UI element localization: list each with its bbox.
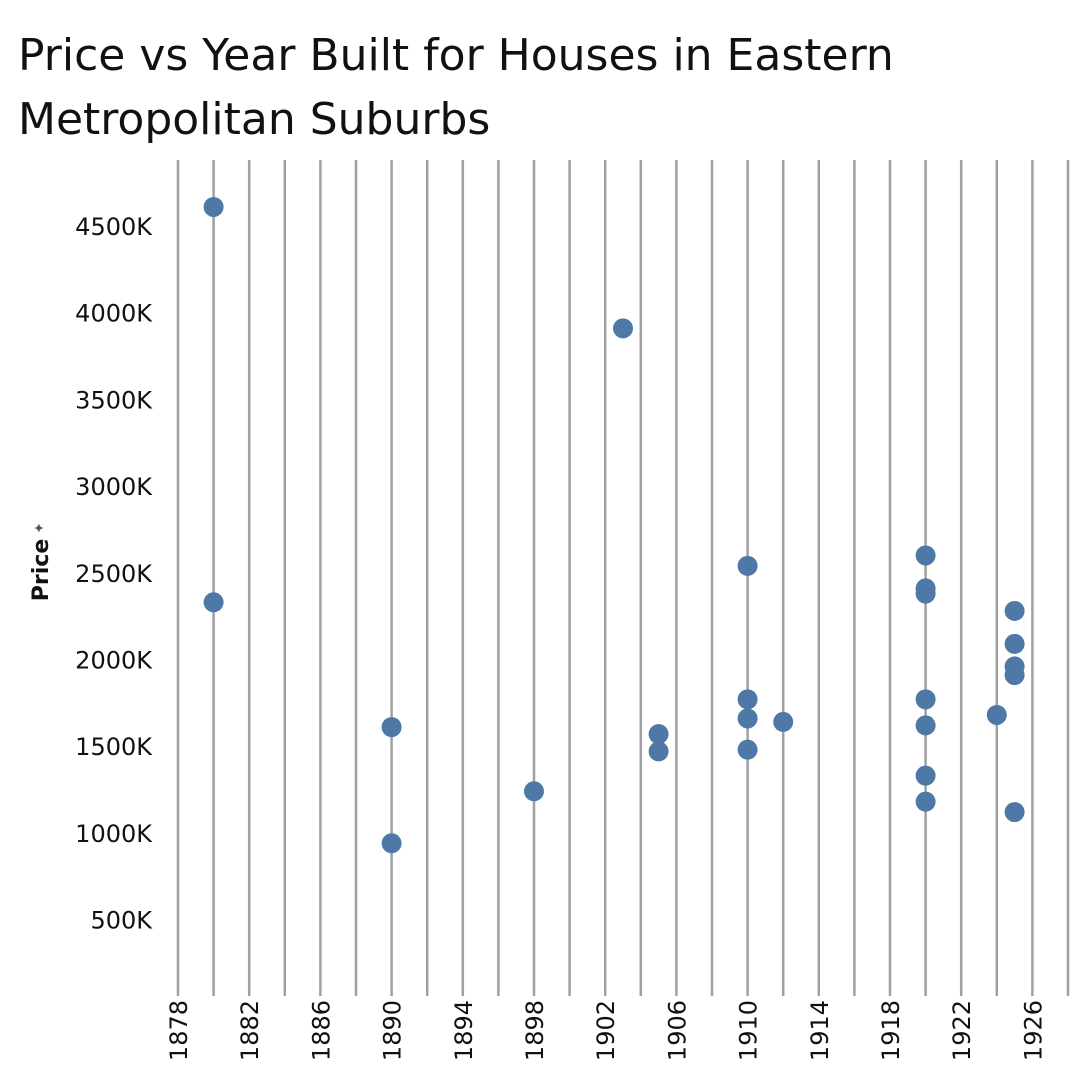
- y-tick-label: 1000K: [75, 820, 153, 848]
- y-tick-label: 3500K: [75, 386, 153, 414]
- data-point[interactable]: [648, 724, 669, 745]
- chart-title: Price vs Year Built for Houses in Easter…: [18, 30, 894, 145]
- x-tick-label: 1926: [1019, 1000, 1047, 1061]
- x-tick-label: 1914: [806, 1000, 834, 1061]
- data-point[interactable]: [613, 318, 633, 339]
- x-tick-label: 1886: [307, 1000, 335, 1061]
- data-point[interactable]: [915, 545, 936, 566]
- pin-icon: ✦: [32, 522, 48, 534]
- data-point[interactable]: [737, 708, 758, 729]
- data-points: [203, 196, 1025, 854]
- data-point[interactable]: [737, 555, 758, 576]
- x-tick-label: 1894: [450, 1000, 478, 1061]
- y-tick-label: 4000K: [75, 300, 153, 328]
- data-point[interactable]: [915, 715, 936, 736]
- y-tick-label: 2000K: [75, 646, 153, 674]
- y-tick-label: 1500K: [75, 733, 153, 761]
- y-tick-label: 4500K: [75, 213, 153, 241]
- data-point[interactable]: [986, 704, 1007, 725]
- data-point[interactable]: [915, 791, 936, 812]
- x-tick-label: 1910: [735, 1000, 763, 1061]
- data-point[interactable]: [1004, 600, 1025, 621]
- x-tick-label: 1882: [236, 1000, 264, 1061]
- data-point[interactable]: [203, 592, 224, 613]
- x-tick-label: 1906: [663, 1000, 691, 1061]
- x-tick-label: 1922: [948, 1000, 976, 1061]
- x-tick-label: 1878: [165, 1000, 193, 1061]
- data-point[interactable]: [915, 583, 936, 604]
- data-point[interactable]: [915, 689, 936, 710]
- x-tick-label: 1890: [379, 1000, 407, 1061]
- data-point[interactable]: [1004, 633, 1025, 654]
- x-tick-label: 1898: [521, 1000, 549, 1061]
- data-point[interactable]: [381, 717, 402, 738]
- data-point[interactable]: [381, 833, 402, 854]
- data-point[interactable]: [737, 739, 758, 760]
- data-point[interactable]: [773, 711, 794, 732]
- data-point[interactable]: [524, 781, 544, 802]
- y-axis-title: Price ✦: [29, 522, 54, 601]
- data-point[interactable]: [203, 196, 224, 217]
- data-point[interactable]: [737, 689, 758, 710]
- data-point[interactable]: [1004, 665, 1025, 686]
- y-tick-label: 3000K: [75, 473, 153, 501]
- x-tick-label: 1902: [592, 1000, 620, 1061]
- y-tick-label: 2500K: [75, 560, 153, 588]
- x-tick-label: 1918: [877, 1000, 905, 1061]
- x-axis-ticks: 1878 1882 1886 1890 1894 1898 1902 1906 1910 1914…: [165, 1000, 1047, 1061]
- data-point[interactable]: [1004, 802, 1025, 823]
- y-axis-label: Price: [29, 539, 54, 601]
- y-axis-ticks: 500K 1000K 1500K 2000K 2500K 3000K 3500K 4000K 4…: [75, 213, 153, 935]
- grid-lines: [176, 160, 1070, 996]
- data-point[interactable]: [648, 741, 669, 762]
- y-tick-label: 500K: [90, 907, 153, 935]
- data-point[interactable]: [915, 765, 936, 786]
